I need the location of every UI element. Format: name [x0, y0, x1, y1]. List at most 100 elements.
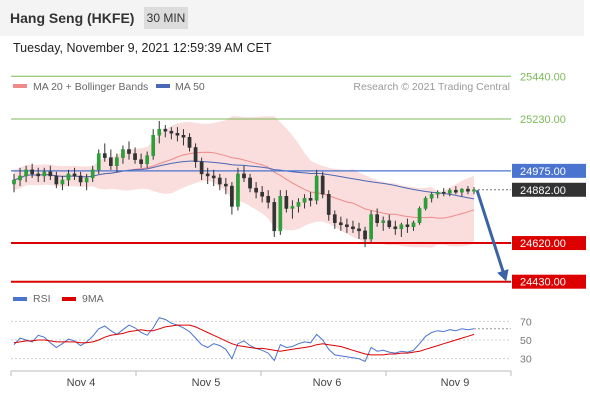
- candle-body-up: [96, 153, 101, 171]
- candle-body-down: [272, 202, 277, 232]
- candle: [447, 188, 452, 197]
- candle-body-down: [351, 226, 355, 230]
- candle: [429, 192, 434, 203]
- candle: [453, 186, 458, 195]
- candle-body-down: [205, 173, 210, 177]
- candle: [12, 173, 16, 193]
- candle-body-down: [375, 214, 380, 223]
- candle: [423, 196, 428, 211]
- timeframe-button[interactable]: 30 MIN: [144, 7, 188, 29]
- resistance-2-label: 25440.00: [520, 71, 566, 83]
- rsi-legend-swatch: [13, 297, 27, 301]
- candle-body-down: [175, 132, 180, 136]
- candle-body-up: [66, 173, 71, 181]
- candle-body-down: [217, 177, 222, 185]
- candle-body-up: [90, 169, 95, 179]
- support-2-label-box: [512, 274, 586, 289]
- candle-body-up: [115, 157, 119, 167]
- candle-body-up: [369, 214, 373, 240]
- candle-body-up: [399, 224, 404, 230]
- candle: [205, 167, 210, 185]
- candle: [399, 222, 404, 237]
- candle: [217, 173, 222, 191]
- candle: [121, 145, 125, 164]
- candle: [24, 165, 28, 183]
- last-price-label-box: [512, 182, 586, 197]
- moving-averages: [13, 151, 475, 219]
- candle: [326, 190, 331, 221]
- candle: [351, 220, 355, 233]
- candle-body-down: [199, 161, 204, 175]
- candle-body-down: [284, 196, 289, 209]
- candle-body-down: [30, 169, 35, 175]
- candle-body-down: [187, 137, 192, 148]
- candle-body-up: [278, 196, 283, 232]
- candle: [133, 147, 137, 164]
- candle-body-down: [193, 147, 198, 162]
- candle: [357, 222, 361, 239]
- candle-body-up: [296, 202, 301, 207]
- candle-body-down: [230, 185, 234, 207]
- candle: [435, 190, 440, 199]
- candle-body-up: [84, 177, 89, 183]
- credit-text: Research © 2021 Trading Central: [353, 81, 510, 93]
- support-2-label: 24430.00: [520, 277, 566, 289]
- candle: [72, 167, 77, 180]
- candle-body-down: [139, 159, 143, 164]
- candle: [302, 194, 307, 209]
- forecast-arrow: [475, 189, 509, 282]
- resistance-1-label: 25230.00: [520, 114, 566, 126]
- candle: [254, 182, 258, 199]
- candle: [460, 188, 464, 197]
- candle: [236, 167, 240, 211]
- ma9-legend-label: 9MA: [82, 293, 104, 305]
- candle-body-up: [145, 155, 150, 164]
- candle: [296, 198, 301, 213]
- candle-body-up: [290, 206, 295, 209]
- rsi-line: [13, 317, 475, 363]
- candle: [272, 198, 277, 237]
- candle-body-up: [302, 198, 307, 203]
- candle-body-down: [363, 230, 367, 240]
- candle-body-up: [236, 173, 240, 207]
- candle-body-up: [447, 189, 452, 194]
- candle: [42, 167, 47, 183]
- candle-body-down: [223, 183, 228, 187]
- candle: [260, 186, 265, 203]
- candle: [278, 190, 283, 235]
- candle-body-up: [12, 179, 16, 185]
- candle: [187, 133, 192, 152]
- candle-body-down: [345, 224, 349, 228]
- candle: [338, 216, 343, 231]
- candle: [66, 169, 71, 187]
- candle-body-down: [466, 188, 470, 192]
- candle: [96, 149, 101, 174]
- candle-body-up: [151, 135, 156, 156]
- rsi-tick-label: 70: [520, 316, 532, 328]
- candle: [175, 127, 180, 142]
- candle-body-up: [460, 188, 464, 193]
- ma50-line: [13, 160, 475, 200]
- candle: [199, 157, 204, 180]
- candle-body-down: [308, 198, 313, 201]
- candle: [441, 188, 446, 197]
- current-level-label-box: [512, 163, 586, 178]
- candle-body-down: [102, 153, 107, 158]
- price-levels: 25440.00 25230.00 24975.00 24882.00 24620.00…: [11, 71, 586, 289]
- candle-body-down: [393, 226, 398, 230]
- candle-body-down: [181, 135, 186, 138]
- candle-body-up: [42, 171, 47, 177]
- rsi-legend-label: RSI: [33, 293, 51, 305]
- candle-body-down: [357, 228, 361, 232]
- candle: [332, 210, 337, 229]
- x-tick-label: Nov 5: [192, 377, 221, 389]
- ma50-legend-label: MA 50: [175, 81, 205, 93]
- candle-body-up: [121, 149, 125, 158]
- candle: [169, 127, 174, 140]
- candle-body-up: [60, 179, 65, 185]
- candle-body-down: [405, 224, 410, 228]
- instrument-title: Hang Seng (HKFE): [10, 10, 135, 26]
- candle: [248, 173, 252, 193]
- candle-body-down: [387, 220, 392, 228]
